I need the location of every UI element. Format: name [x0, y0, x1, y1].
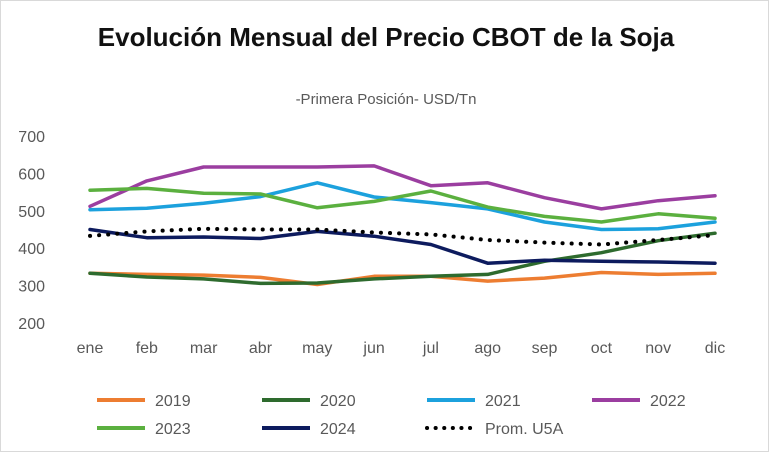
x-tick-label: nov: [645, 340, 671, 357]
y-axis-ticks: 200 300 400 500 600 700: [18, 129, 45, 333]
x-tick-label: may: [302, 340, 332, 357]
series-line-2024: [88, 227, 717, 265]
series-line-2020: [88, 231, 717, 286]
legend-label-2020: 2020: [320, 393, 356, 410]
series-lines: [88, 164, 717, 287]
x-tick-label: abr: [249, 340, 273, 357]
series-line-2021: [88, 181, 717, 232]
x-tick-label: dic: [705, 340, 725, 357]
legend-label-prom-u5a: Prom. U5A: [485, 421, 564, 438]
legend: 2019 2020 2021 2022 2023 2024 Prom. U5A: [97, 393, 686, 438]
legend-label-2024: 2024: [320, 421, 356, 438]
legend-label-2019: 2019: [155, 393, 191, 410]
series-line-2022: [88, 164, 717, 211]
chart-subtitle: -Primera Posición- USD/Tn: [295, 91, 477, 108]
series-line-2023: [88, 186, 717, 224]
x-tick-label: jul: [422, 340, 439, 357]
legend-label-2022: 2022: [650, 393, 686, 410]
y-tick-label: 500: [18, 204, 45, 221]
x-tick-label: oct: [591, 340, 613, 357]
y-tick-label: 400: [18, 241, 45, 258]
x-tick-label: ene: [77, 340, 104, 357]
x-tick-label: mar: [190, 340, 218, 357]
y-tick-label: 600: [18, 166, 45, 183]
y-tick-label: 300: [18, 279, 45, 296]
y-tick-label: 200: [18, 316, 45, 333]
x-tick-label: ago: [474, 340, 501, 357]
y-tick-label: 700: [18, 129, 45, 146]
legend-label-2023: 2023: [155, 421, 191, 438]
x-tick-label: jun: [362, 340, 384, 357]
legend-label-2021: 2021: [485, 393, 521, 410]
chart-title: Evolución Mensual del Precio CBOT de la …: [97, 22, 675, 52]
x-tick-label: sep: [532, 340, 558, 357]
x-tick-label: feb: [136, 340, 158, 357]
x-axis-ticks: ene feb mar abr may jun jul ago sep oct nov dic: [77, 340, 726, 357]
